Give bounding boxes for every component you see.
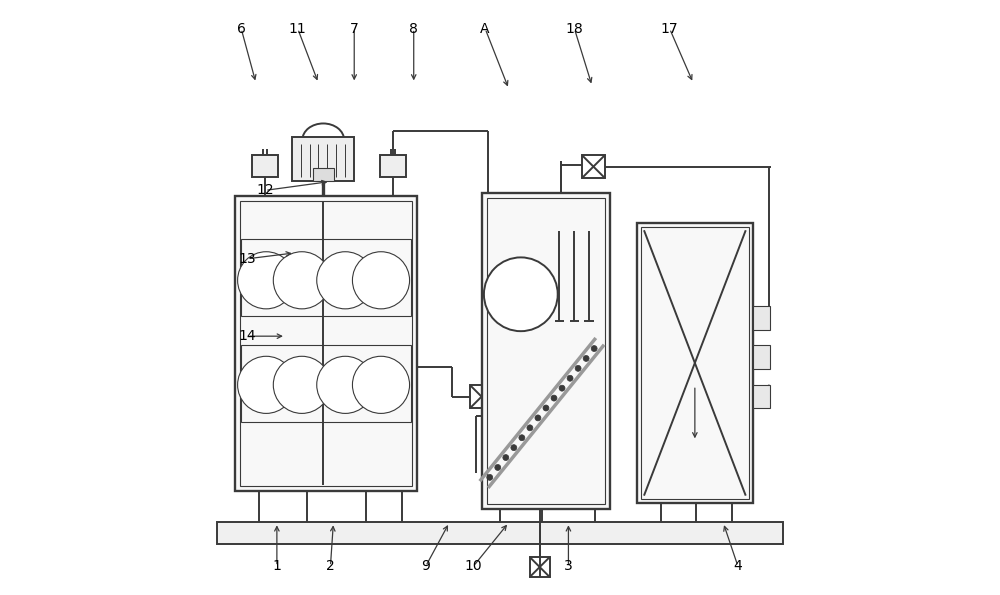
Bar xyxy=(292,137,354,181)
Circle shape xyxy=(273,356,330,414)
Bar xyxy=(641,227,749,499)
Bar xyxy=(241,239,411,315)
Circle shape xyxy=(591,346,597,352)
Bar xyxy=(380,155,406,177)
Bar xyxy=(753,384,770,408)
Circle shape xyxy=(238,356,295,414)
Circle shape xyxy=(511,444,517,450)
Text: 4: 4 xyxy=(734,559,742,574)
Text: 2: 2 xyxy=(326,559,335,574)
Bar xyxy=(515,275,527,289)
Text: 6: 6 xyxy=(237,21,246,36)
Text: 8: 8 xyxy=(409,21,418,36)
Text: 13: 13 xyxy=(238,252,256,266)
Circle shape xyxy=(503,455,509,461)
Bar xyxy=(508,289,534,311)
Circle shape xyxy=(317,252,374,309)
Bar xyxy=(753,346,770,369)
Circle shape xyxy=(487,474,493,480)
Circle shape xyxy=(352,252,410,309)
Circle shape xyxy=(317,356,374,414)
Circle shape xyxy=(567,375,573,381)
Bar xyxy=(487,198,605,504)
Circle shape xyxy=(495,465,501,471)
Bar xyxy=(470,386,493,408)
Circle shape xyxy=(543,405,549,411)
Bar xyxy=(217,522,783,544)
Bar xyxy=(241,345,411,422)
Circle shape xyxy=(575,365,581,371)
Bar xyxy=(582,155,605,178)
Text: 18: 18 xyxy=(566,21,583,36)
Text: 3: 3 xyxy=(564,559,573,574)
Text: A: A xyxy=(480,21,490,36)
Circle shape xyxy=(535,415,541,421)
Circle shape xyxy=(238,252,295,309)
Text: 17: 17 xyxy=(661,21,678,36)
Circle shape xyxy=(583,355,589,361)
Text: 12: 12 xyxy=(256,183,274,198)
Text: 10: 10 xyxy=(464,559,482,574)
Circle shape xyxy=(484,258,558,331)
Text: 1: 1 xyxy=(272,559,281,574)
Text: 14: 14 xyxy=(238,329,256,343)
Circle shape xyxy=(551,395,557,401)
Bar xyxy=(530,557,550,577)
Text: 11: 11 xyxy=(289,21,307,36)
Bar xyxy=(240,201,412,486)
Bar xyxy=(482,193,610,509)
Bar xyxy=(313,168,334,181)
Bar xyxy=(753,306,770,330)
Circle shape xyxy=(352,356,410,414)
Circle shape xyxy=(519,435,525,441)
Circle shape xyxy=(273,252,330,309)
Circle shape xyxy=(527,425,533,431)
Text: 7: 7 xyxy=(350,21,359,36)
Circle shape xyxy=(559,385,565,391)
Bar xyxy=(235,196,417,491)
Bar xyxy=(252,155,278,177)
Text: 9: 9 xyxy=(421,559,430,574)
Bar xyxy=(637,223,753,503)
